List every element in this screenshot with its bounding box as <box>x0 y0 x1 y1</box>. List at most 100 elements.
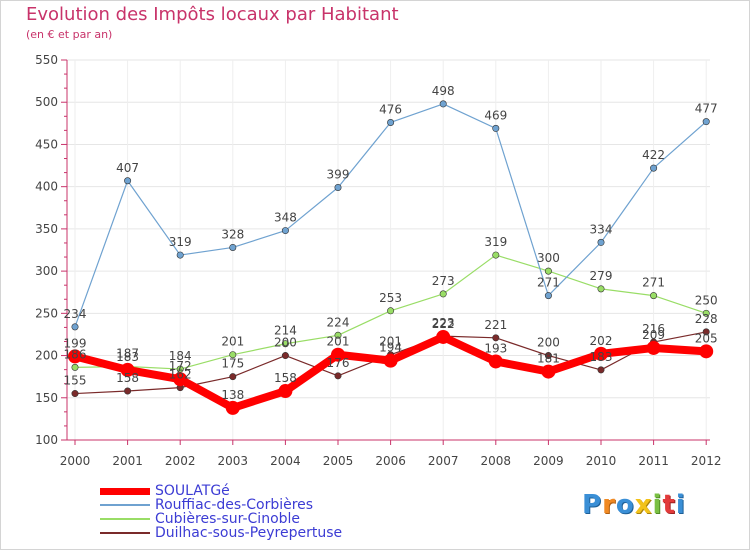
data-point-3 <box>492 334 500 342</box>
x-tick-label: 2011 <box>638 454 669 468</box>
chart-title: Evolution des Impôts locaux par Habitant <box>26 4 399 25</box>
y-tick-label: 350 <box>35 222 58 236</box>
data-label-0: 181 <box>537 352 560 366</box>
data-point-0 <box>68 349 82 364</box>
data-point-2 <box>439 290 447 298</box>
x-tick-label: 2006 <box>375 454 406 468</box>
legend-swatch <box>100 518 150 520</box>
data-label-3: 200 <box>274 336 297 350</box>
data-label-3: 228 <box>695 312 718 326</box>
data-point-1 <box>387 118 395 126</box>
data-point-1 <box>124 177 132 185</box>
x-tick-label: 2008 <box>481 454 512 468</box>
data-label-0: 222 <box>432 317 455 331</box>
data-point-3 <box>124 387 132 395</box>
data-point-2 <box>71 363 79 371</box>
data-label-2: 300 <box>537 251 560 265</box>
data-label-3: 162 <box>169 368 192 382</box>
data-point-1 <box>176 251 184 259</box>
data-label-1: 399 <box>327 168 350 182</box>
data-label-3: 158 <box>116 371 139 385</box>
data-label-0: 183 <box>116 350 139 364</box>
data-point-0 <box>594 346 608 361</box>
data-label-1: 407 <box>116 161 139 175</box>
data-point-2 <box>492 251 500 259</box>
data-point-1 <box>439 100 447 108</box>
data-point-0 <box>383 353 398 368</box>
data-label-3: 201 <box>379 335 402 349</box>
data-label-0: 199 <box>64 336 87 350</box>
legend-label: SOULATGé <box>155 483 230 499</box>
data-label-1: 469 <box>484 108 507 122</box>
y-tick-label: 450 <box>35 137 58 151</box>
data-label-1: 477 <box>695 102 718 116</box>
data-label-2: 319 <box>484 235 507 249</box>
data-label-2: 214 <box>274 324 297 338</box>
data-label-2: 273 <box>432 274 455 288</box>
data-label-3: 176 <box>327 356 350 370</box>
data-point-2 <box>544 267 552 275</box>
data-label-1: 348 <box>274 211 297 225</box>
data-label-1: 271 <box>537 276 560 290</box>
legend-swatch <box>100 532 150 534</box>
data-point-0 <box>646 340 661 355</box>
data-point-3 <box>334 372 342 380</box>
data-point-3 <box>229 373 237 381</box>
data-label-2: 253 <box>379 291 402 305</box>
data-label-3: 183 <box>590 350 613 364</box>
data-point-1 <box>281 227 289 235</box>
data-label-0: 209 <box>642 328 665 342</box>
data-label-3: 221 <box>484 318 507 332</box>
data-label-0: 158 <box>274 371 297 385</box>
legend-swatch <box>100 487 150 495</box>
data-label-2: 186 <box>64 347 87 361</box>
data-point-2 <box>702 309 710 317</box>
data-label-3: 200 <box>537 336 560 350</box>
data-label-0: 172 <box>169 359 192 373</box>
data-point-0 <box>699 344 714 359</box>
chart-subtitle: (en € et par an) <box>26 28 113 41</box>
data-label-0: 202 <box>590 334 613 348</box>
data-point-0 <box>436 329 451 344</box>
data-point-3 <box>71 390 79 398</box>
data-point-2 <box>597 285 605 293</box>
data-point-0 <box>488 354 503 369</box>
data-label-0: 138 <box>221 388 244 402</box>
data-label-1: 422 <box>642 148 665 162</box>
data-point-1 <box>650 164 658 172</box>
data-point-2 <box>334 331 342 339</box>
legend-label: Duilhac-sous-Peyrepertuse <box>155 525 343 541</box>
data-label-3: 216 <box>642 322 665 336</box>
data-label-1: 234 <box>64 307 87 321</box>
data-point-1 <box>229 243 237 251</box>
x-tick-label: 2002 <box>165 454 196 468</box>
data-label-2: 224 <box>327 315 350 329</box>
data-point-0 <box>278 384 293 399</box>
data-label-2: 187 <box>116 347 139 361</box>
data-label-2: 250 <box>695 293 718 307</box>
data-label-0: 193 <box>484 341 507 355</box>
data-point-1 <box>544 292 552 300</box>
data-label-3: 175 <box>221 357 244 371</box>
data-label-1: 476 <box>379 102 402 116</box>
data-label-2: 271 <box>642 276 665 290</box>
x-tick-label: 2010 <box>586 454 617 468</box>
x-tick-label: 2003 <box>218 454 249 468</box>
data-label-0: 194 <box>379 341 402 355</box>
data-point-0 <box>225 400 240 415</box>
data-label-2: 201 <box>221 335 244 349</box>
x-tick-label: 2005 <box>323 454 354 468</box>
data-point-0 <box>331 347 345 362</box>
data-label-1: 498 <box>432 84 455 98</box>
x-tick-label: 2009 <box>533 454 564 468</box>
x-tick-label: 2000 <box>60 454 91 468</box>
data-label-1: 328 <box>221 227 244 241</box>
y-tick-label: 300 <box>35 264 58 278</box>
data-label-2: 279 <box>590 269 613 283</box>
data-label-0: 201 <box>327 335 350 349</box>
data-point-1 <box>334 184 342 192</box>
legend-label: Cubières-sur-Cinoble <box>155 511 301 527</box>
data-point-1 <box>492 124 500 132</box>
legend-label: Rouffiac-des-Corbières <box>155 497 314 513</box>
data-point-3 <box>544 352 552 360</box>
